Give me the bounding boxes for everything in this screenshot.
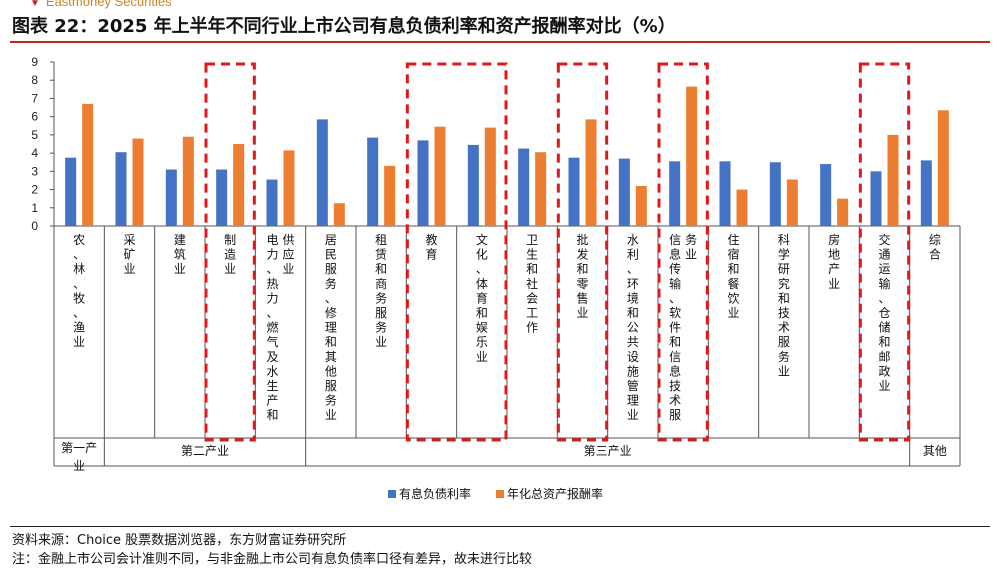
highlight-box xyxy=(657,62,709,442)
category-label: 房地产业 xyxy=(828,232,840,291)
bar-interest-rate xyxy=(669,161,681,226)
y-tick-label: 0 xyxy=(31,219,38,233)
bar-interest-rate xyxy=(920,160,932,226)
bar-roa xyxy=(384,165,396,226)
bar-interest-rate xyxy=(316,119,328,226)
highlight-box xyxy=(858,62,911,442)
brand-name: Eastmoney Securities xyxy=(45,0,172,9)
y-tick-label: 3 xyxy=(31,164,38,178)
category-label: 电力、热力、燃气及水生产和 xyxy=(266,233,278,422)
category-label: 居民服务、修理和其他服务业 xyxy=(325,233,337,422)
bar-roa xyxy=(182,136,194,226)
bar-roa xyxy=(434,126,446,226)
category-label: 农、林、牧、渔业 xyxy=(73,233,85,349)
bar-interest-rate xyxy=(568,157,580,226)
category-label: 教育 xyxy=(425,232,437,262)
brand-mark-icon: ▼ xyxy=(30,0,40,9)
chart-title: 图表 22：2025 年上半年不同行业上市公司有息负债利率和资产报酬率对比（%） xyxy=(12,16,676,37)
bar-interest-rate xyxy=(820,164,832,226)
category-label: 建筑业 xyxy=(174,233,186,276)
legend-swatch xyxy=(388,490,396,498)
bar-roa xyxy=(686,86,698,226)
bar-interest-rate xyxy=(870,171,882,226)
bar-interest-rate xyxy=(719,161,731,226)
bar-roa xyxy=(82,103,94,226)
bar-interest-rate xyxy=(618,158,630,226)
footnote: 注：金融上市公司会计准则不同，与非金融上市公司有息负债率口径有差异，故未进行比较 xyxy=(12,552,533,567)
category-label: 文化、体育和娱乐业 xyxy=(476,232,488,364)
group-label: 其他 xyxy=(923,444,947,458)
category-label: 卫生和社会工作 xyxy=(526,233,538,335)
bar-interest-rate xyxy=(467,144,479,226)
bar-roa xyxy=(333,203,345,226)
category-label: 科学研究和技术服务业 xyxy=(778,233,790,378)
bar-roa xyxy=(887,134,899,226)
bar-interest-rate xyxy=(417,140,429,226)
bar-interest-rate xyxy=(266,179,278,226)
bar-interest-rate xyxy=(769,162,781,226)
bar-roa xyxy=(786,179,798,226)
y-tick-label: 2 xyxy=(31,183,38,197)
bar-interest-rate xyxy=(367,137,379,226)
bar-interest-rate xyxy=(65,157,77,226)
bar-roa xyxy=(585,119,597,226)
bar-roa xyxy=(736,189,748,226)
category-label: 租赁和商务服务业 xyxy=(375,233,387,349)
bar-roa xyxy=(937,110,949,226)
category-label: 制造业 xyxy=(224,233,236,276)
bar-interest-rate xyxy=(115,152,127,226)
source-note: 资料来源：Choice 股票数据浏览器，东方财富证券研究所 xyxy=(12,533,347,548)
category-label: 水利、环境和公共设施管理业 xyxy=(627,233,639,422)
category-label: 采矿业 xyxy=(123,233,135,276)
y-tick-label: 5 xyxy=(31,128,38,142)
group-label: 业 xyxy=(73,459,85,473)
legend-swatch xyxy=(496,490,504,498)
category-label: 综合 xyxy=(929,233,941,262)
y-tick-label: 7 xyxy=(31,91,38,105)
y-tick-label: 8 xyxy=(31,73,38,87)
category-label: 住宿和餐饮业 xyxy=(727,233,739,320)
bar-roa xyxy=(535,152,547,226)
group-label: 第二产业 xyxy=(181,444,229,458)
title-divider xyxy=(10,41,990,43)
bar-interest-rate xyxy=(518,148,530,226)
group-label: 第一产 xyxy=(61,441,97,455)
highlight-box xyxy=(204,62,256,442)
footer-divider xyxy=(10,526,990,527)
bar-roa xyxy=(132,138,144,226)
y-tick-label: 4 xyxy=(31,146,38,160)
bar-roa xyxy=(635,185,647,226)
bar-roa xyxy=(233,144,245,226)
category-label: 供应业 xyxy=(282,233,294,276)
group-label: 第三产业 xyxy=(584,444,632,458)
highlight-box xyxy=(405,62,508,442)
legend-label: 有息负债利率 xyxy=(399,486,471,501)
highlight-box xyxy=(556,62,609,442)
y-tick-label: 9 xyxy=(31,55,38,69)
category-label: 交通运输、仓储和邮政业 xyxy=(878,232,890,393)
y-tick-label: 1 xyxy=(31,201,38,215)
category-label: 信息传输、软件和信息技术服 xyxy=(669,233,681,422)
bar-roa xyxy=(484,127,496,226)
legend-label: 年化总资产报酬率 xyxy=(507,486,603,501)
bar-roa xyxy=(283,150,295,226)
brand-logo: ▼ Eastmoney Securities xyxy=(30,0,172,9)
bar-interest-rate xyxy=(216,169,228,226)
bar-roa xyxy=(837,198,849,226)
bar-interest-rate xyxy=(165,169,177,226)
bar-chart: 0 1 2 3 4 5 6 7 8 9 农、林、牧、渔业 采矿业 建筑业 制造业 电力、热力、燃气及水生产和… xyxy=(31,55,961,501)
y-tick-label: 6 xyxy=(31,110,38,124)
category-label: 批发和零售业 xyxy=(576,232,588,320)
category-label: 务业 xyxy=(685,232,697,262)
